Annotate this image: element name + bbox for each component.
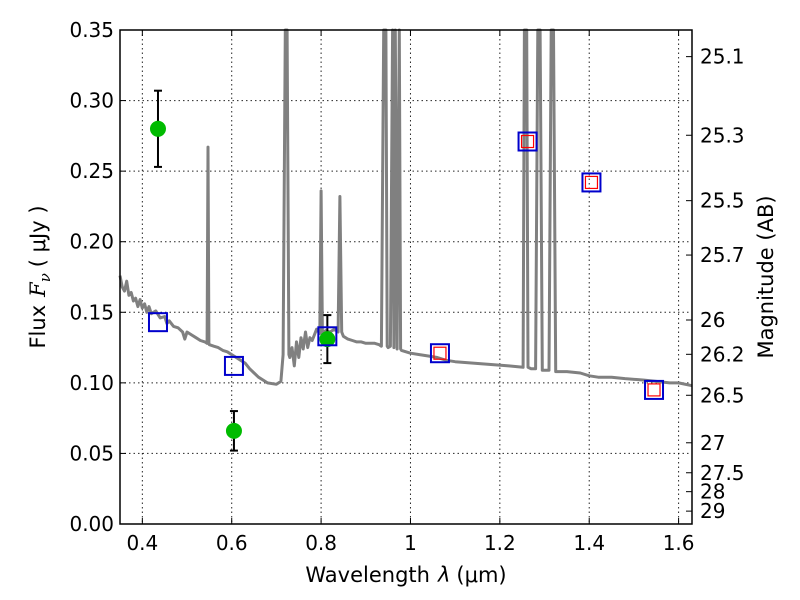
- magnitude-tick-label: 27: [700, 431, 725, 455]
- model-photometry-red-square: [520, 134, 535, 149]
- y-tick-label: 0.10: [69, 371, 114, 395]
- observed-point: [225, 422, 242, 439]
- magnitude-axis-title: Magnitude (AB): [754, 195, 778, 358]
- magnitude-tick-label: 26.5: [700, 383, 745, 407]
- magnitude-tick-label: 27.5: [700, 461, 745, 485]
- x-tick-label: 1.4: [573, 531, 605, 555]
- y-tick-label: 0.25: [69, 159, 114, 183]
- model-photometry-blue-square: [429, 343, 450, 364]
- model-photometry-blue-square: [517, 131, 538, 152]
- grid-lines: [120, 30, 692, 524]
- model-sed-layer: [118, 28, 693, 388]
- x-axis-ticks: 0.4 0.6 0.8 1 1.2 1.4 1.6: [126, 30, 695, 555]
- magnitude-tick-label: 26: [700, 308, 725, 332]
- magnitude-tick-label: 25.3: [700, 123, 745, 147]
- x-tick-label: 1: [404, 531, 417, 555]
- model-photometry-red-square: [647, 383, 661, 397]
- y-tick-label: 0.00: [69, 512, 114, 536]
- y-tick-label: 0.05: [69, 441, 114, 465]
- x-tick-label: 0.4: [126, 531, 158, 555]
- model-photometry-red-square: [433, 346, 447, 360]
- x-tick-label: 1.6: [663, 531, 695, 555]
- model-photometry-layer: [147, 131, 665, 400]
- y-tick-label: 0.20: [69, 230, 114, 254]
- model-photometry-blue-square: [581, 172, 602, 193]
- observed-point: [149, 120, 166, 137]
- y-tick-label: 0.35: [69, 18, 114, 42]
- model-photometry-blue-square: [223, 355, 244, 376]
- magnitude-tick-label: 25.1: [700, 45, 745, 69]
- y-axis-ticks: 0.00 0.05 0.10 0.15 0.20 0.25 0.30 0.35: [69, 18, 126, 536]
- x-axis-title: Wavelength λ (μm): [305, 563, 506, 587]
- magnitude-tick-label: 25.7: [700, 243, 745, 267]
- x-tick-label: 0.6: [216, 531, 248, 555]
- magnitude-tick-label: 29: [700, 499, 725, 523]
- model-sed-line: [118, 28, 693, 388]
- x-tick-label: 1.2: [484, 531, 516, 555]
- model-photometry-red-square: [584, 175, 599, 190]
- observed-point: [319, 331, 336, 348]
- y-tick-label: 0.30: [69, 89, 114, 113]
- magnitude-tick-label: 26.2: [700, 342, 745, 366]
- y-axis-title: FluxFν( μJy ): [26, 205, 54, 348]
- x-tick-label: 0.8: [305, 531, 337, 555]
- plot-frame: [119, 29, 693, 525]
- model-photometry-blue-square: [644, 379, 665, 400]
- y-tick-label: 0.15: [69, 300, 114, 324]
- model-photometry-blue-square: [147, 312, 168, 333]
- magnitude-tick-label: 28: [700, 480, 725, 504]
- observed-points-layer: [149, 89, 336, 452]
- model-photometry-blue-square: [317, 326, 338, 347]
- magnitude-tick-label: 25.5: [700, 189, 745, 213]
